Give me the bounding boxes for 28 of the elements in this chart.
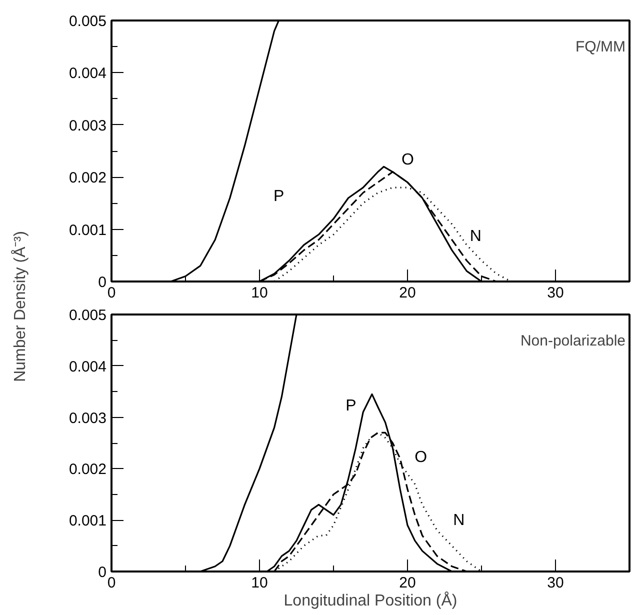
- x-tick-label: 30: [547, 284, 564, 302]
- y-tick-label: 0.001: [68, 512, 107, 530]
- text: P: [273, 188, 284, 206]
- series-label: N: [470, 228, 482, 246]
- y-tick-label: 0.002: [68, 461, 107, 478]
- annotation: FQ/MM: [576, 38, 626, 56]
- y-tick-label: 0.001: [68, 222, 107, 239]
- y-tick-label: 0.002: [68, 170, 107, 187]
- y-tick-label: 0.005: [68, 13, 107, 30]
- y-tick-label: 0: [98, 274, 106, 291]
- series-label: O: [414, 449, 428, 466]
- x-axis-title: Longitudinal Position (Å): [284, 592, 458, 610]
- y-tick-label: 0: [98, 564, 106, 581]
- x-tick-label: 30: [547, 574, 564, 592]
- y-tick-label: 0.005: [68, 307, 107, 324]
- series-label: O: [401, 151, 414, 168]
- x-tick-label: 20: [399, 284, 416, 302]
- y-tick-label: 0.004: [68, 65, 107, 82]
- y-tick-label: 0.003: [68, 410, 107, 427]
- y-tick-label: 0.003: [68, 117, 107, 134]
- y-axis-title: Number Density (Å⁻³): [10, 231, 29, 382]
- series-label: N: [453, 512, 465, 530]
- y-tick-label: 0.004: [68, 358, 107, 376]
- annotation: Non-polarizable: [520, 332, 626, 350]
- x-tick-label: 20: [399, 574, 416, 592]
- x-tick-label: 10: [251, 284, 268, 302]
- x-tick-label: 10: [251, 574, 268, 592]
- series-label: P: [346, 398, 356, 415]
